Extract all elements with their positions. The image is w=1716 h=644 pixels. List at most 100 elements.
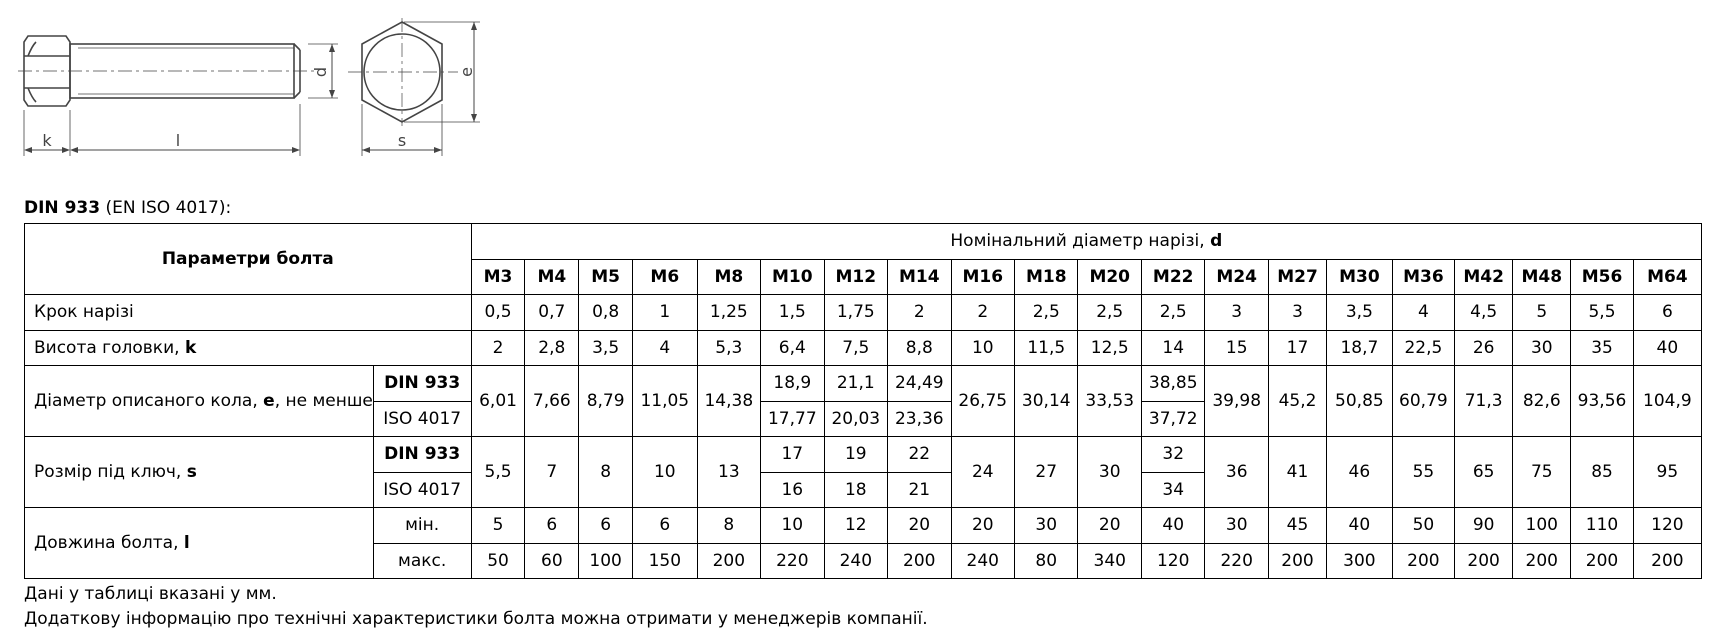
head-height-value: 12,5 bbox=[1077, 329, 1142, 366]
circle-diameter-value: 82,6 bbox=[1512, 365, 1572, 437]
wrench-size-value: 5,5 bbox=[470, 436, 526, 508]
wrench-size-iso-value: 18 bbox=[823, 471, 889, 508]
pitch-value: 5 bbox=[1512, 294, 1572, 331]
note-units: Дані у таблиці вказані у мм. bbox=[24, 584, 277, 604]
circle-diameter-din-value: 18,9 bbox=[760, 365, 825, 402]
circle-diameter-din-value: 24,49 bbox=[887, 365, 952, 402]
head-height-value: 2,8 bbox=[524, 329, 580, 366]
circle-diameter-value: 11,05 bbox=[632, 365, 698, 437]
head-height-value: 11,5 bbox=[1013, 329, 1079, 366]
size-header-m42: M42 bbox=[1454, 258, 1514, 295]
pitch-value: 0,5 bbox=[470, 294, 526, 331]
table-row: Діаметр описаного кола, e, не менше DIN 9… bbox=[24, 365, 1703, 437]
size-header-m3: M3 bbox=[470, 258, 526, 295]
table-row: Параметри болта Номінальний діаметр наріз… bbox=[24, 223, 1703, 295]
circle-diameter-iso-value: 37,72 bbox=[1140, 400, 1206, 437]
wrench-size-iso-value: 34 bbox=[1140, 471, 1206, 508]
bolt-length-min: 12 bbox=[823, 507, 889, 544]
bolt-length-max: 200 bbox=[1267, 542, 1328, 579]
bolt-length-max: 50 bbox=[470, 542, 526, 579]
circle-diameter-value: 7,66 bbox=[524, 365, 580, 437]
pitch-value: 1,5 bbox=[760, 294, 825, 331]
circle-diameter-din-value: 38,85 bbox=[1140, 365, 1206, 402]
pitch-value: 3 bbox=[1204, 294, 1269, 331]
size-header-m22: M22 bbox=[1140, 258, 1206, 295]
wrench-size-symbol: s bbox=[186, 462, 197, 482]
head-height-value: 14 bbox=[1140, 329, 1206, 366]
bolt-length-min: 20 bbox=[950, 507, 1016, 544]
bolt-length-max: 150 bbox=[632, 542, 698, 579]
circle-diameter-value: 39,98 bbox=[1204, 365, 1269, 437]
wrench-size-value: 24 bbox=[950, 436, 1016, 508]
head-height-value: 7,5 bbox=[823, 329, 889, 366]
bolt-length-min: 30 bbox=[1204, 507, 1269, 544]
size-header-m5: M5 bbox=[578, 258, 634, 295]
bolt-length-min: 20 bbox=[887, 507, 952, 544]
bolt-length-max: 120 bbox=[1140, 542, 1206, 579]
pitch-value: 0,8 bbox=[578, 294, 634, 331]
size-header-m48: M48 bbox=[1512, 258, 1572, 295]
head-height-value: 3,5 bbox=[578, 329, 634, 366]
pitch-value: 2,5 bbox=[1077, 294, 1142, 331]
size-header-m10: M10 bbox=[760, 258, 825, 295]
bolt-length-max: 220 bbox=[1204, 542, 1269, 579]
size-header-m4: M4 bbox=[524, 258, 580, 295]
bolt-top-view bbox=[348, 18, 480, 156]
d-label: d bbox=[311, 67, 330, 77]
bolt-side-view bbox=[18, 35, 338, 156]
size-header-m56: M56 bbox=[1570, 258, 1634, 295]
circle-diameter-label: Діаметр описаного кола, e, не менше bbox=[24, 365, 374, 437]
bolt-length-max: 200 bbox=[1512, 542, 1572, 579]
bolt-length-min: 45 bbox=[1267, 507, 1328, 544]
wrench-size-value: 75 bbox=[1512, 436, 1572, 508]
dimension-arrows-top bbox=[362, 22, 477, 153]
bolt-length-max: 340 bbox=[1077, 542, 1142, 579]
table-row: Довжина болта, l мін. 5 6 6 6 8 10 12 20 20 30 20 40 3… bbox=[24, 507, 1703, 579]
circle-diameter-value: 30,14 bbox=[1013, 365, 1079, 437]
bolt-length-max: 200 bbox=[887, 542, 952, 579]
head-height-value: 17 bbox=[1267, 329, 1328, 366]
k-label: k bbox=[42, 131, 52, 150]
circle-diameter-value: 93,56 bbox=[1570, 365, 1634, 437]
nominal-diameter-header: Номінальний діаметр нарізі, d bbox=[470, 223, 1703, 260]
wrench-size-label: Розмір під ключ, s bbox=[24, 436, 374, 508]
bolt-length-min: 30 bbox=[1013, 507, 1079, 544]
pitch-value: 1,75 bbox=[823, 294, 889, 331]
bolt-length-max: 100 bbox=[578, 542, 634, 579]
wrench-size-value: 8 bbox=[578, 436, 634, 508]
params-header: Параметри болта bbox=[24, 223, 472, 295]
bolt-length-min: 90 bbox=[1454, 507, 1514, 544]
wrench-size-value: 85 bbox=[1570, 436, 1634, 508]
head-height-value: 6,4 bbox=[760, 329, 825, 366]
wrench-size-din-value: 22 bbox=[887, 436, 952, 473]
head-height-value: 8,8 bbox=[887, 329, 952, 366]
head-height-value: 26 bbox=[1454, 329, 1514, 366]
nominal-header-text: Номінальний діаметр нарізі, bbox=[950, 231, 1211, 252]
head-height-value: 4 bbox=[632, 329, 698, 366]
table-row: макс. 50 60 100 150 200 220 240 200 240 80 340 120 22… bbox=[25, 542, 1703, 579]
head-height-value: 2 bbox=[470, 329, 526, 366]
pitch-value: 2 bbox=[950, 294, 1016, 331]
table-row: ISO 4017 17,77 20,03 23,36 37,72 bbox=[25, 400, 1702, 437]
wrench-size-std-iso: ISO 4017 bbox=[372, 471, 472, 508]
wrench-size-value: 10 bbox=[632, 436, 698, 508]
e-label: e bbox=[457, 67, 476, 77]
bolt-length-max: 200 bbox=[1391, 542, 1456, 579]
size-header-m8: M8 bbox=[696, 258, 762, 295]
wrench-size-din-value: 19 bbox=[823, 436, 889, 473]
bolt-length-min: 110 bbox=[1570, 507, 1634, 544]
s-label: s bbox=[398, 131, 406, 150]
bolt-length-min-label: мін. bbox=[372, 507, 472, 544]
head-height-value: 15 bbox=[1204, 329, 1269, 366]
dimension-arrows bbox=[24, 44, 335, 153]
head-height-text: Висота головки, bbox=[34, 337, 185, 358]
circle-diameter-symbol: e bbox=[263, 391, 275, 411]
bolt-length-min: 100 bbox=[1512, 507, 1572, 544]
bolt-length-max-label: макс. bbox=[372, 542, 472, 579]
bolt-length-text: Довжина болта, bbox=[34, 533, 184, 553]
wrench-size-value: 95 bbox=[1632, 436, 1703, 508]
circle-diameter-value: 8,79 bbox=[578, 365, 634, 437]
circle-diameter-std-iso: ISO 4017 bbox=[372, 400, 472, 437]
size-header-m36: M36 bbox=[1391, 258, 1456, 295]
bolt-length-min: 50 bbox=[1391, 507, 1456, 544]
